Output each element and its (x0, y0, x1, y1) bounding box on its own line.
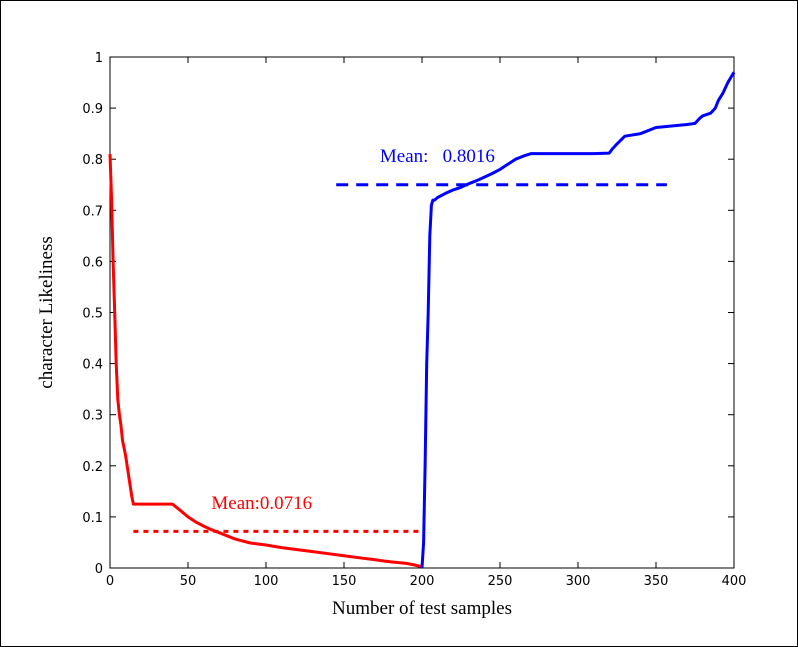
y-tick-label: 0.6 (82, 255, 103, 270)
mean-lines (133, 183, 667, 533)
x-tick-label: 150 (332, 574, 357, 589)
x-tick-label: 400 (722, 574, 747, 589)
y-axis-label: character Likeliness (36, 236, 57, 388)
y-tick-label: 0.1 (82, 511, 103, 526)
series-line-2 (420, 71, 736, 569)
data-series (108, 71, 736, 569)
mean-annotation-2: Mean: 0.8016 (380, 146, 495, 167)
x-tick-label: 50 (180, 574, 197, 589)
annotations: Mean:0.0716 Mean: 0.8016 (211, 146, 495, 514)
y-tick-label: 1 (95, 51, 103, 66)
y-tick-label: 0.4 (82, 358, 103, 373)
y-tick-label: 0.2 (82, 460, 103, 475)
plot-area (109, 56, 735, 569)
axis-ticks: 0 50 100 150 200 250 300 350 400 0 0.1 0.2 0.3 0.4 0.5… (82, 51, 746, 589)
y-tick-label: 0.9 (82, 102, 103, 117)
series-line-1 (108, 154, 423, 568)
x-tick-label: 100 (254, 574, 279, 589)
y-tick-label: 0.5 (82, 307, 103, 322)
mean-annotation-1: Mean:0.0716 (211, 493, 312, 514)
x-tick-label: 300 (566, 574, 591, 589)
x-tick-label: 250 (488, 574, 513, 589)
x-axis-label: Number of test samples (332, 598, 512, 619)
x-tick-label: 200 (410, 574, 435, 589)
y-tick-label: 0.7 (82, 204, 103, 219)
y-tick-label: 0 (95, 562, 103, 577)
y-tick-label: 0.8 (82, 153, 103, 168)
x-tick-label: 0 (106, 574, 114, 589)
y-tick-label: 0.3 (82, 409, 103, 424)
x-tick-label: 350 (644, 574, 669, 589)
